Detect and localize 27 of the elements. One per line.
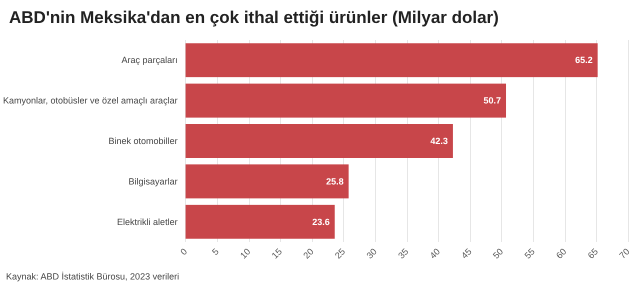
x-tick-label: 70 (617, 246, 632, 261)
x-tick-label: 10 (238, 246, 252, 261)
data-label: 65.2 (575, 55, 593, 66)
x-tick-label: 30 (364, 246, 379, 261)
x-tick-label: 15 (270, 246, 284, 261)
x-tick-label: 60 (554, 246, 568, 261)
y-tick-label: Binek otomobiller (108, 136, 178, 146)
y-tick-label: Araç parçaları (122, 55, 178, 66)
data-label: 23.6 (312, 216, 330, 227)
x-tick-label: 5 (210, 246, 221, 258)
x-tick-label: 0 (178, 246, 190, 258)
y-tick-label: Bilgisayarlar (128, 176, 178, 186)
x-tick-label: 65 (586, 246, 600, 261)
x-tick-label: 55 (522, 246, 537, 261)
data-label: 50.7 (483, 96, 502, 106)
x-tick-label: 25 (332, 246, 348, 261)
y-tick-label: Kamyonlar, otobüsler ve özel amaçlı araçlar (2, 96, 178, 106)
chart-title: ABD'nin Meksika'dan en çok ithal ettiği ürünler (Milyar dolar) (9, 8, 499, 27)
x-tick-label: 35 (396, 246, 410, 261)
x-tick-label: 45 (459, 246, 474, 261)
y-tick-label: Elektrikli aletler (117, 216, 178, 227)
data-label: 42.3 (430, 136, 448, 146)
text: Kaynak: ABD İstatistik Bürosu, 2023 verileri (6, 272, 180, 282)
x-tick-label: 20 (301, 246, 316, 261)
x-tick-label: 50 (490, 246, 506, 261)
x-tick-label: 40 (428, 246, 442, 261)
data-label: 25.8 (326, 176, 344, 186)
